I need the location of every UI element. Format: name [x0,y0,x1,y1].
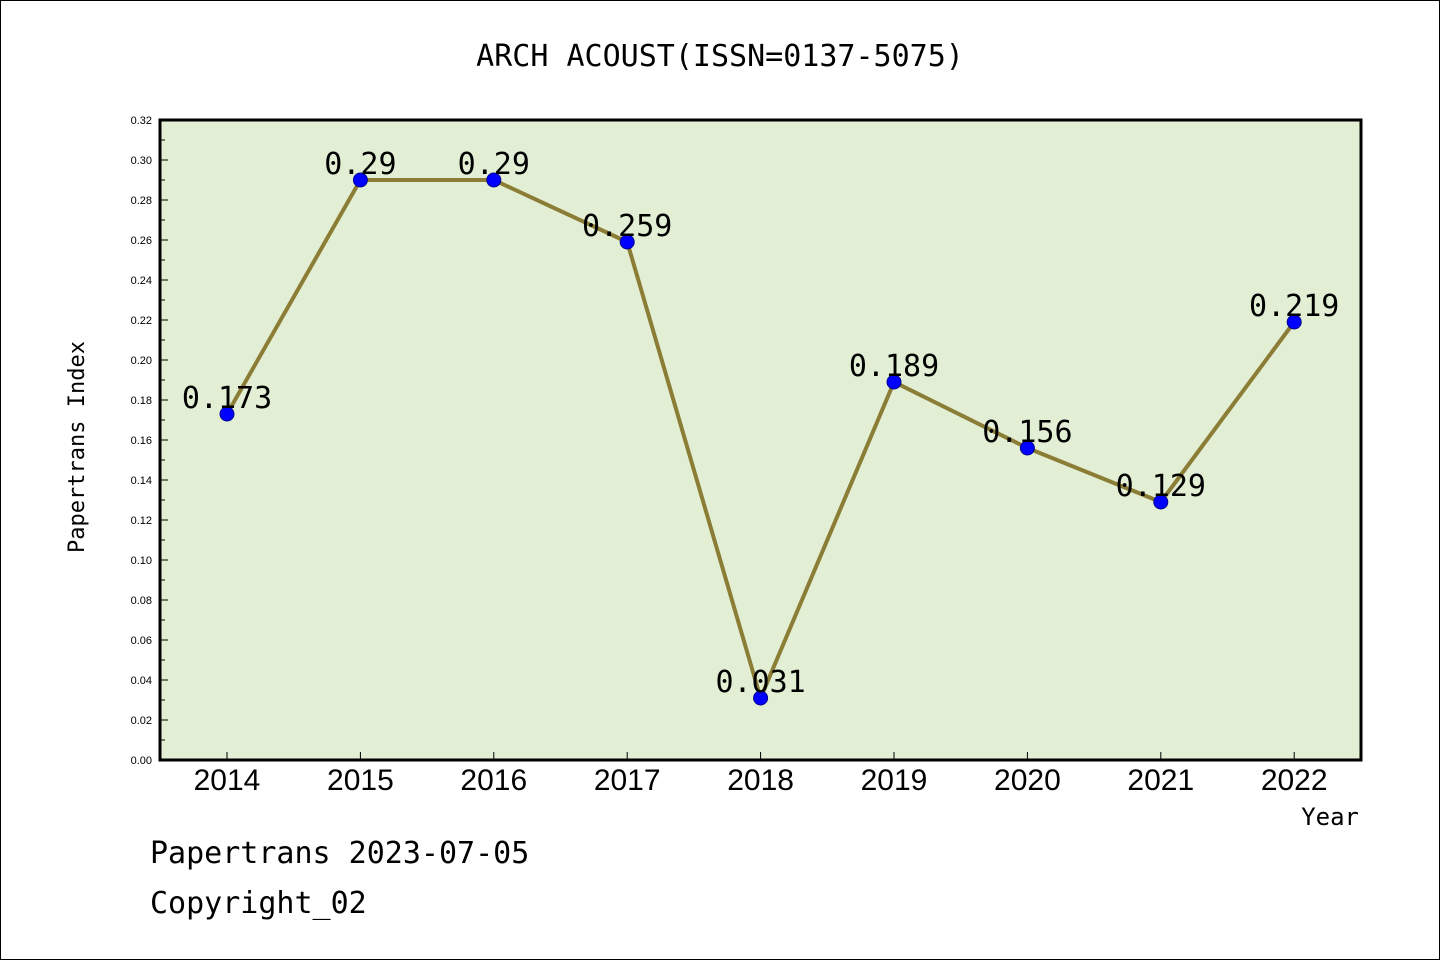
y-tick-label: 0.08 [131,595,152,607]
data-point [219,406,235,422]
y-tick-label: 0.06 [131,635,152,647]
x-tick-label: 2021 [1127,764,1194,797]
y-tick-label: 0.04 [131,675,152,687]
x-tick-label: 2019 [861,764,928,797]
data-point [352,172,368,188]
y-tick-label: 0.32 [131,115,152,127]
x-tick-label: 2015 [327,764,394,797]
y-tick-label: 0.22 [131,315,152,327]
chart-title: ARCH ACOUST(ISSN=0137-5075) [476,39,964,74]
y-tick-label: 0.10 [131,555,152,567]
y-tick-label: 0.00 [131,755,152,767]
data-label: 0.173 [182,381,272,416]
y-axis-title: Papertrans Index [65,341,90,553]
y-tick-label: 0.24 [131,275,152,287]
y-tick-label: 0.20 [131,355,152,367]
data-labels: 0.173 0.29 0.29 0.259 0.031 0.189 0.156 0.129 0.… [182,147,1340,700]
y-tick-label: 0.30 [131,155,152,167]
data-point [1153,494,1169,510]
x-tick-label: 2014 [194,764,261,797]
footer-date: Papertrans 2023-07-05 [150,836,530,871]
data-label: 0.29 [324,147,396,182]
x-tick-label: 2016 [460,764,527,797]
data-point [886,374,902,390]
data-label: 0.29 [458,147,530,182]
x-tick-label: 2020 [994,764,1061,797]
data-label: 0.156 [982,415,1072,450]
data-point [1019,440,1035,456]
y-tick-label: 0.16 [131,435,152,447]
data-point [753,690,769,706]
data-point [619,234,635,250]
y-tick-label: 0.26 [131,235,152,247]
y-tick-label: 0.18 [131,395,152,407]
data-point [486,172,502,188]
data-label: 0.189 [849,349,939,384]
x-axis: 2014 2015 2016 2017 2018 2019 2020 2021 2022 [194,752,1328,797]
series-markers [219,172,1302,706]
plot-area [158,118,1363,762]
y-tick-label: 0.12 [131,515,152,527]
data-point [1286,314,1302,330]
y-axis: 0.00 0.02 0.04 0.06 0.08 0.10 0.12 0.14 0.16 0.18… [131,115,168,767]
y-tick-label: 0.28 [131,195,152,207]
footer-copyright: Copyright_02 [150,886,367,921]
y-tick-label: 0.02 [131,715,152,727]
data-label: 0.129 [1116,469,1206,504]
data-label: 0.031 [715,665,805,700]
data-label: 0.219 [1249,289,1339,324]
x-axis-title: Year [1301,803,1359,831]
data-label: 0.259 [582,209,672,244]
x-tick-label: 2022 [1261,764,1328,797]
x-tick-label: 2017 [594,764,661,797]
x-tick-label: 2018 [727,764,794,797]
y-tick-label: 0.14 [131,475,152,487]
